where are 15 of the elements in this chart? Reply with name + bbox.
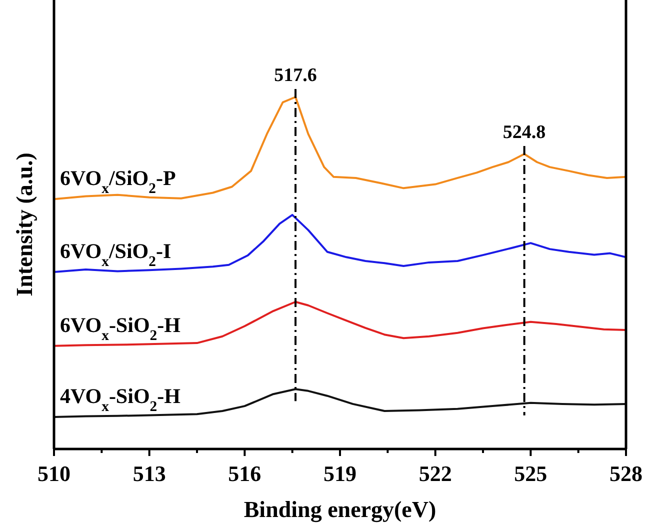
- series-label: 6VO$_{x}$/SiO$_{2}$-P: [60, 166, 176, 198]
- series-label: 4VO$_{x}$-SiO$_{2}$-H: [60, 384, 180, 415]
- x-tick-label: 528: [610, 461, 642, 486]
- x-tick-label: 522: [418, 461, 452, 486]
- x-axis-title: Binding energy(eV): [244, 497, 436, 523]
- series-label: 6VO$_{x}$-SiO$_{2}$-H: [60, 312, 180, 344]
- x-tick-label: 519: [324, 461, 356, 486]
- ref-line-label: 517.6: [274, 65, 317, 86]
- y-axis-title: Intensity (a.u.): [12, 152, 37, 296]
- series-label: 6VO$_{x}$/SiO$_{2}$-I: [60, 238, 172, 270]
- ref-line-label: 524.8: [502, 122, 546, 144]
- x-tick-label: 525: [514, 461, 548, 486]
- x-tick-label: 510: [38, 461, 70, 486]
- x-tick-label: 516: [228, 461, 262, 486]
- x-tick-label: 513: [132, 461, 166, 486]
